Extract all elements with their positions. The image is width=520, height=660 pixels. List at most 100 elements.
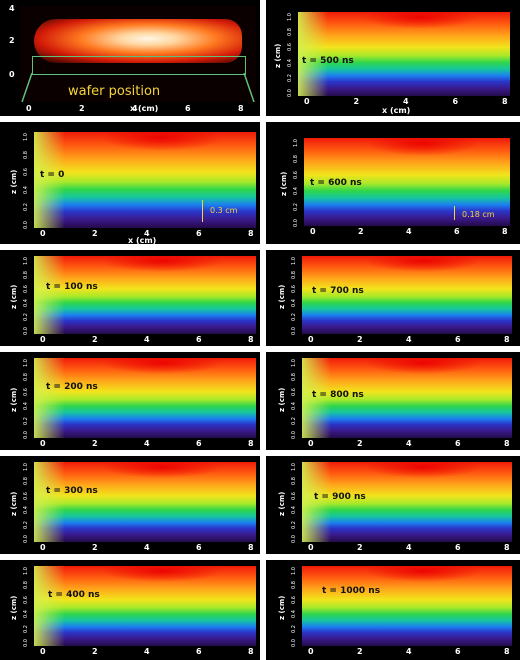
xtick-label: 4 [144, 647, 150, 656]
zaxis-label: z (cm) [274, 43, 282, 68]
xtick-label: 2 [353, 97, 360, 106]
ztick-label: 0.6 [286, 43, 293, 52]
xtick-label: 0 [304, 97, 310, 106]
xtick-label: 0 [308, 335, 314, 344]
time-label: t = 500 ns [302, 56, 354, 66]
ztick-label: 1.0 [22, 257, 29, 265]
time-label: t = 700 ns [312, 286, 364, 296]
time-label: t = 300 ns [46, 486, 98, 496]
ztick-label: 0.0 [22, 535, 29, 543]
ztick-label: 1.0 [290, 567, 297, 575]
ztick-label: 0.4 [22, 185, 29, 194]
ztick-label: 0.0 [22, 221, 29, 229]
heatmap-t1000: t = 1000 ns [302, 566, 512, 646]
heatmap-t300: t = 300 ns [34, 462, 256, 542]
xtick-label: 4 [144, 439, 150, 448]
xtick-label: 8 [248, 335, 254, 344]
thickness-label: 0.3 cm [210, 206, 238, 215]
ztick-label: 1.0 [22, 133, 29, 141]
xtick-label: 6 [455, 543, 461, 552]
ztick-label: 0.0 [22, 431, 29, 439]
xtick-label: 8 [248, 647, 254, 656]
zaxis-label: z (cm) [10, 284, 18, 309]
ztick-label: 0.4 [292, 187, 299, 195]
top-ytick-0: 0 [9, 70, 15, 79]
xtick-label: 6 [455, 439, 461, 448]
xtick-label: 8 [248, 439, 254, 448]
ztick-label: 0.6 [22, 491, 29, 500]
ztick-label: 0.6 [290, 491, 297, 500]
time-label: t = 800 ns [312, 390, 364, 400]
xtick-label: 6 [196, 439, 202, 448]
xtick-label: 0 [308, 543, 314, 552]
xlabel-t0: x (cm) [128, 236, 157, 245]
ztick-label: 0.2 [292, 203, 299, 211]
ztick-label: 1.0 [292, 139, 299, 147]
xtick-label: 0 [40, 543, 46, 552]
xtick-label: 4 [144, 229, 150, 238]
ztick-label: 0.6 [22, 168, 29, 177]
time-label: t = 0 [40, 170, 65, 180]
xtick-label: 2 [357, 335, 363, 344]
ztick-label: 0.8 [22, 477, 29, 486]
xtick-label: 6 [454, 227, 460, 236]
xtick-label: 4 [403, 97, 409, 106]
ztick-label: 0.2 [22, 624, 29, 633]
ztick-label: 0.6 [290, 387, 297, 396]
zaxis-label: z (cm) [10, 169, 18, 194]
xtick-label: 2 [357, 543, 363, 552]
ztick-label: 1.0 [22, 463, 29, 471]
ztick-label: 0.4 [290, 299, 297, 307]
xtick-label: 8 [502, 227, 508, 236]
xtick-label: 2 [92, 439, 98, 448]
ztick-label: 0.0 [286, 89, 293, 97]
zaxis-label: z (cm) [278, 284, 286, 309]
ztick-label: 0.2 [22, 520, 29, 529]
ztick-label: 0.0 [22, 327, 29, 335]
xtick-label: 8 [504, 335, 510, 344]
top-xtick-label: 4 [132, 104, 138, 113]
xtick-label: 2 [92, 647, 98, 656]
top-xtick-label: 6 [185, 104, 191, 113]
xtick-label: 6 [196, 647, 202, 656]
ztick-label: 0.8 [22, 271, 29, 279]
zaxis-label: z (cm) [280, 171, 288, 196]
xtick-label: 4 [406, 227, 412, 236]
xtick-label: 4 [406, 439, 412, 448]
thickness-marker-t600 [454, 206, 455, 220]
top-ytick-2: 2 [9, 36, 15, 45]
ztick-label: 0.4 [290, 402, 297, 411]
ztick-label: 0.6 [290, 595, 297, 604]
ztick-label: 0.2 [286, 73, 293, 82]
xtick-label: 2 [92, 543, 98, 552]
xtick-label: 8 [504, 439, 510, 448]
xtick-label: 6 [196, 543, 202, 552]
xtick-label: 4 [406, 335, 412, 344]
ztick-label: 0.2 [290, 416, 297, 425]
xtick-label: 2 [357, 647, 363, 656]
xtick-label: 2 [358, 227, 364, 236]
ztick-label: 0.4 [286, 58, 293, 67]
ztick-label: 0.0 [290, 431, 297, 439]
xtick-label: 0 [40, 647, 46, 656]
ztick-label: 1.0 [290, 463, 297, 471]
time-label: t = 200 ns [46, 382, 98, 392]
ztick-label: 0.8 [290, 271, 297, 279]
time-label: t = 400 ns [48, 590, 100, 600]
thickness-label-t600: 0.18 cm [462, 210, 495, 219]
ztick-label: 0.4 [290, 506, 297, 515]
xtick-label: 4 [406, 543, 412, 552]
xtick-label: 0 [308, 647, 314, 656]
ztick-label: 0.8 [22, 373, 29, 382]
top-xtick-label: 2 [79, 104, 85, 113]
ztick-label: 0.4 [22, 402, 29, 411]
xtick-label: 0 [308, 439, 314, 448]
wafer-position-label: wafer position [68, 84, 161, 99]
xtick-label: 4 [144, 543, 150, 552]
ztick-label: 0.2 [22, 416, 29, 425]
xtick-label: 2 [92, 335, 98, 344]
top-xlabel: x (cm) [130, 104, 159, 113]
wafer-guide-lines [21, 72, 255, 102]
ztick-label: 0.0 [290, 327, 297, 335]
xtick-label: 6 [196, 229, 202, 238]
